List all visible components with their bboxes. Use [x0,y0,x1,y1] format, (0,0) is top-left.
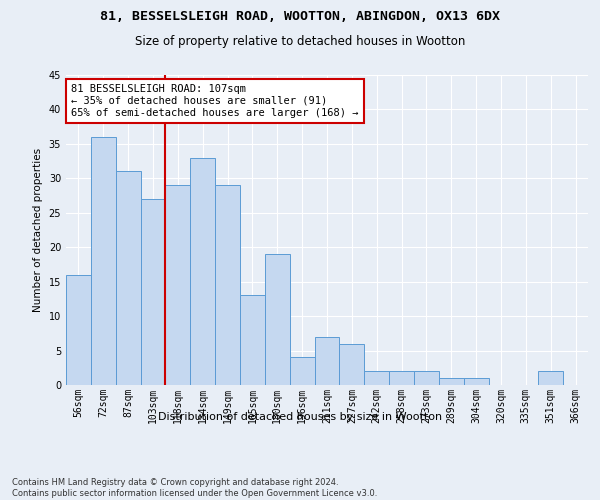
Bar [538,371,563,385]
Y-axis label: Number of detached properties: Number of detached properties [33,148,43,312]
Text: Size of property relative to detached houses in Wootton: Size of property relative to detached ho… [135,35,465,48]
Text: 81, BESSELSLEIGH ROAD, WOOTTON, ABINGDON, OX13 6DX: 81, BESSELSLEIGH ROAD, WOOTTON, ABINGDON… [100,10,500,23]
Bar [389,371,414,385]
Bar [340,344,364,385]
Bar [314,337,340,385]
Text: Distribution of detached houses by size in Wootton: Distribution of detached houses by size … [158,412,442,422]
Bar [364,371,389,385]
Text: 81 BESSELSLEIGH ROAD: 107sqm
← 35% of detached houses are smaller (91)
65% of se: 81 BESSELSLEIGH ROAD: 107sqm ← 35% of de… [71,84,359,117]
Text: Contains HM Land Registry data © Crown copyright and database right 2024.
Contai: Contains HM Land Registry data © Crown c… [12,478,377,498]
Bar [140,199,166,385]
Bar [265,254,290,385]
Bar [464,378,488,385]
Bar [166,185,190,385]
Bar [190,158,215,385]
Bar [240,296,265,385]
Bar [215,185,240,385]
Bar [91,137,116,385]
Bar [439,378,464,385]
Bar [290,358,314,385]
Bar [116,172,140,385]
Bar [414,371,439,385]
Bar [66,275,91,385]
